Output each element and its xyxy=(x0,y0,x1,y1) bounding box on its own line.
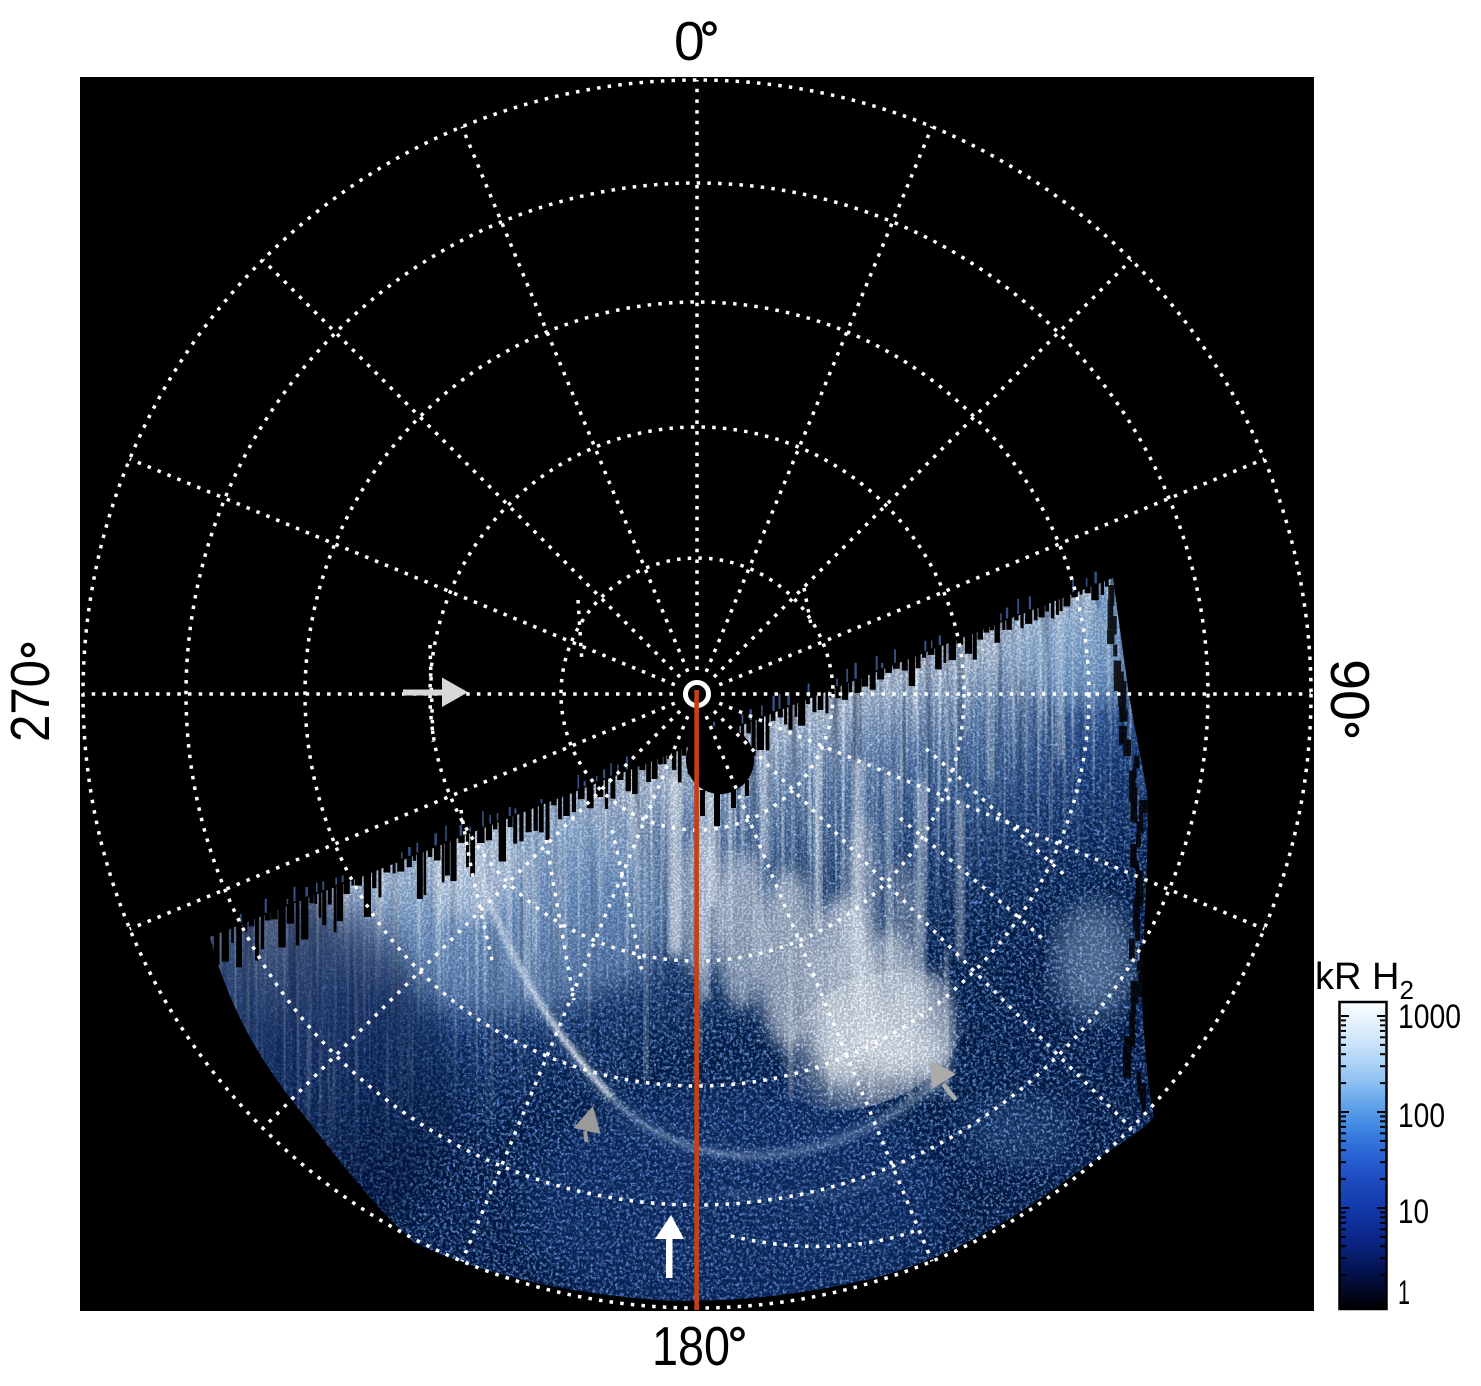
svg-text:10: 10 xyxy=(1398,1193,1429,1231)
svg-text:90: 90 xyxy=(1319,659,1381,721)
svg-text:0: 0 xyxy=(674,10,705,72)
svg-text:kR H2: kR H2 xyxy=(1315,956,1414,1005)
svg-text:100: 100 xyxy=(1398,1097,1445,1135)
svg-text:270: 270 xyxy=(0,660,61,742)
svg-text:1: 1 xyxy=(1398,1274,1410,1312)
svg-text:1000: 1000 xyxy=(1398,998,1461,1036)
svg-text:180: 180 xyxy=(652,1315,730,1377)
